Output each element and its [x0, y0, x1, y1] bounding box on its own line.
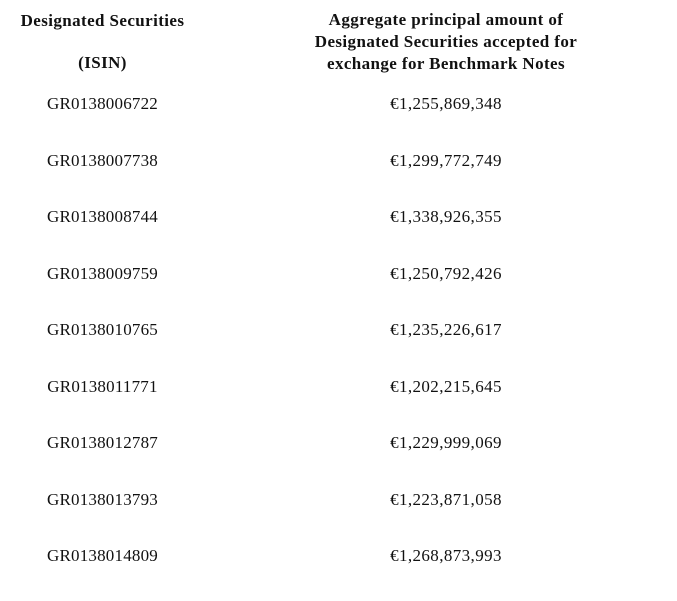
column-header-aggregate-amount: Aggregate principal amount of Designated… — [268, 9, 624, 75]
amount-cell: €1,202,215,645 — [390, 376, 502, 396]
column-header-subtitle-isin: (ISIN) — [78, 53, 127, 72]
table-row: GR0138008744 €1,338,926,355 — [0, 205, 677, 262]
amount-cell: €1,223,871,058 — [390, 489, 502, 509]
column-header-line-3: exchange for Benchmark Notes — [327, 54, 565, 73]
isin-cell: GR0138013793 — [46, 489, 159, 509]
table-row: GR0138006722 €1,255,869,348 — [0, 92, 677, 149]
isin-cell: GR0138006722 — [46, 94, 159, 113]
amount-cell: €1,235,226,617 — [390, 320, 502, 339]
column-header-line-1: Aggregate principal amount of — [328, 10, 564, 29]
column-header-designated-securities: Designated Securities (ISIN) — [0, 9, 205, 75]
amount-cell: €1,299,772,749 — [390, 150, 502, 170]
table-row: GR0138011771 €1,202,215,645 — [0, 375, 677, 432]
isin-cell: GR0138010765 — [46, 320, 159, 339]
table-row: GR0138010765 €1,235,226,617 — [0, 318, 677, 375]
table-row: GR0138012787 €1,229,999,069 — [0, 431, 677, 488]
isin-cell: GR0138009759 — [46, 263, 159, 283]
table-body: GR0138006722 €1,255,869,348 GR0138007738… — [0, 92, 677, 601]
isin-cell: GR0138008744 — [46, 207, 159, 226]
column-header-line-2: Designated Securities accepted for — [314, 32, 578, 51]
amount-cell: €1,268,873,993 — [390, 546, 502, 565]
amount-cell: €1,338,926,355 — [390, 207, 502, 226]
table-row: GR0138007738 €1,299,772,749 — [0, 149, 677, 206]
isin-cell: GR0138007738 — [46, 150, 159, 170]
amount-cell: €1,255,869,348 — [390, 94, 502, 113]
isin-cell: GR0138012787 — [46, 433, 159, 452]
table-row: GR0138013793 €1,223,871,058 — [0, 488, 677, 545]
table-row: GR0138009759 €1,250,792,426 — [0, 262, 677, 319]
table-row: GR0138014809 €1,268,873,993 — [0, 544, 677, 601]
isin-cell: GR0138011771 — [47, 376, 158, 396]
amount-cell: €1,229,999,069 — [390, 433, 502, 452]
isin-cell: GR0138014809 — [46, 546, 159, 565]
column-header-title: Designated Securities — [20, 11, 185, 30]
amount-cell: €1,250,792,426 — [390, 263, 502, 283]
